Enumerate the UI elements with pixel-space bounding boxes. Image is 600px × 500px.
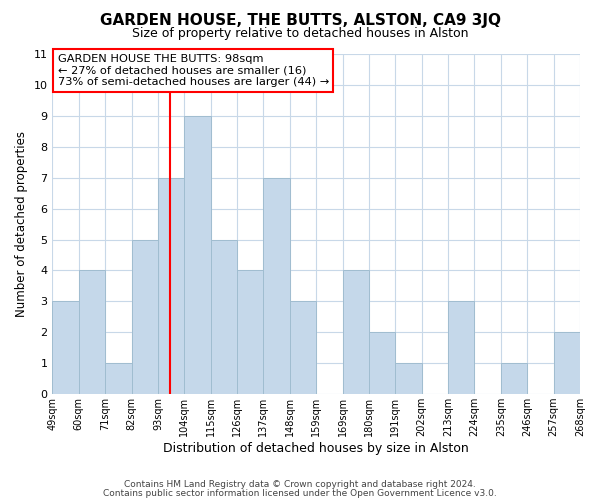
Bar xyxy=(211,240,237,394)
Text: Contains HM Land Registry data © Crown copyright and database right 2024.: Contains HM Land Registry data © Crown c… xyxy=(124,480,476,489)
Text: Size of property relative to detached houses in Alston: Size of property relative to detached ho… xyxy=(132,28,468,40)
X-axis label: Distribution of detached houses by size in Alston: Distribution of detached houses by size … xyxy=(163,442,469,455)
Bar xyxy=(52,302,79,394)
Bar xyxy=(79,270,105,394)
Bar xyxy=(501,363,527,394)
Bar xyxy=(105,363,131,394)
Bar xyxy=(263,178,290,394)
Bar xyxy=(290,302,316,394)
Bar xyxy=(448,302,475,394)
Bar xyxy=(369,332,395,394)
Bar xyxy=(184,116,211,394)
Text: Contains public sector information licensed under the Open Government Licence v3: Contains public sector information licen… xyxy=(103,488,497,498)
Bar xyxy=(554,332,580,394)
Y-axis label: Number of detached properties: Number of detached properties xyxy=(15,131,28,317)
Bar xyxy=(158,178,184,394)
Bar xyxy=(131,240,158,394)
Bar xyxy=(343,270,369,394)
Text: GARDEN HOUSE THE BUTTS: 98sqm
← 27% of detached houses are smaller (16)
73% of s: GARDEN HOUSE THE BUTTS: 98sqm ← 27% of d… xyxy=(58,54,329,87)
Bar xyxy=(395,363,422,394)
Text: GARDEN HOUSE, THE BUTTS, ALSTON, CA9 3JQ: GARDEN HOUSE, THE BUTTS, ALSTON, CA9 3JQ xyxy=(100,12,500,28)
Bar xyxy=(237,270,263,394)
